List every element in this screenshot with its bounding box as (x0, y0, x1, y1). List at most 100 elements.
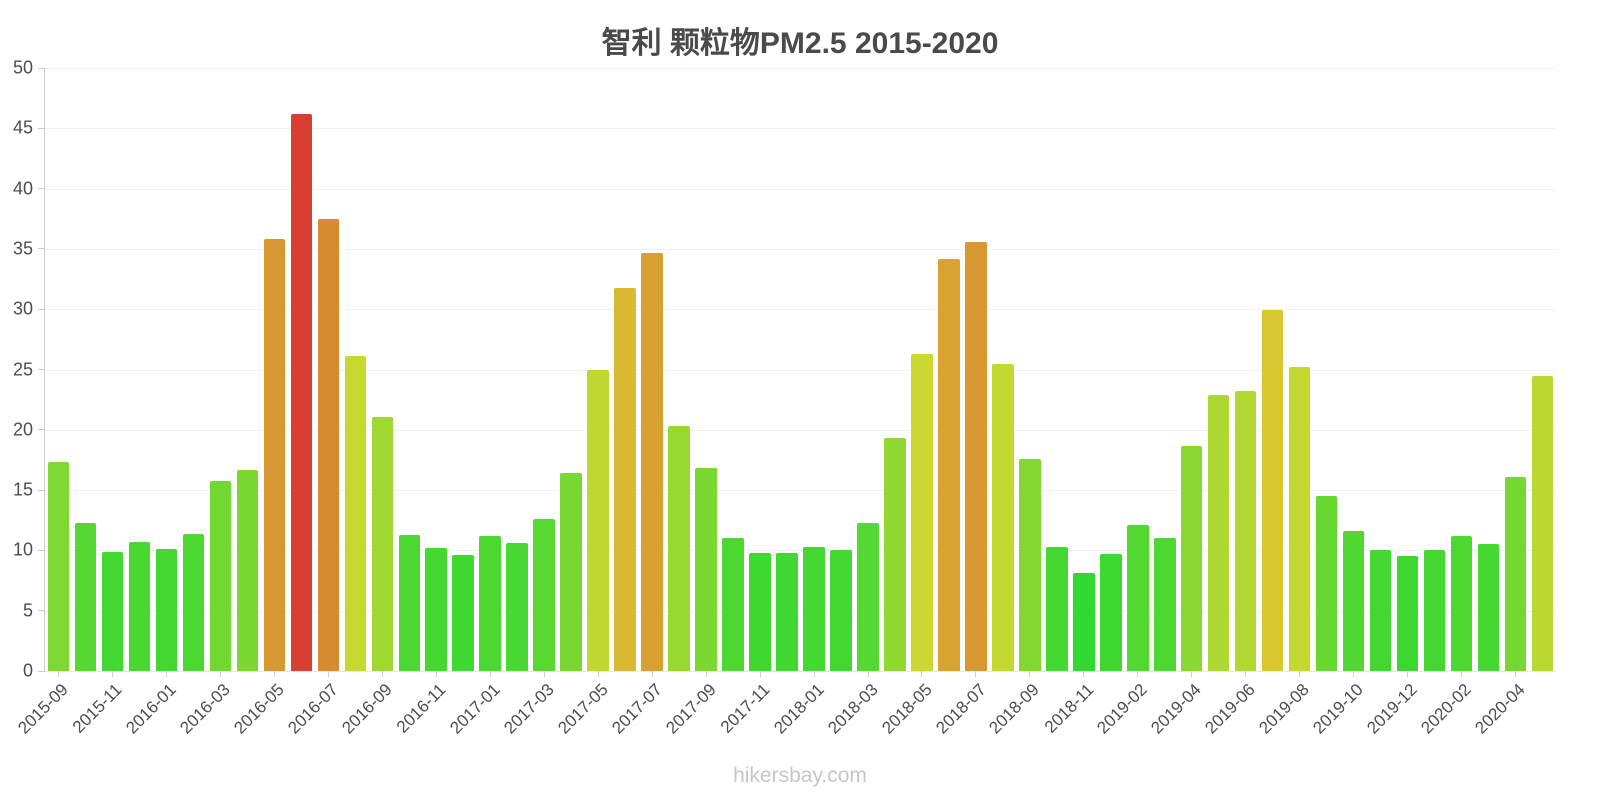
x-axis-label-text: 2016-11 (392, 680, 450, 737)
y-axis-label: 35 (12, 238, 33, 259)
bar-2019-08 (1288, 367, 1311, 671)
y-axis-label: 30 (12, 298, 33, 319)
x-axis-label-text: 2017-11 (716, 680, 774, 737)
gridline (45, 490, 1556, 492)
bar-2018-12 (1100, 554, 1122, 671)
x-axis-tick (921, 671, 923, 677)
bar-2016-05 (263, 239, 286, 671)
x-axis-tick (705, 671, 707, 677)
bar-2016-09 (371, 416, 394, 671)
gridline (45, 248, 1556, 250)
x-axis-label-text: 2018-07 (931, 680, 990, 738)
bar-2017-07 (641, 252, 663, 671)
x-axis-label-text: 2017-03 (500, 680, 558, 738)
bar-2017-11 (749, 552, 771, 671)
bar-2016-06 (290, 113, 313, 671)
bar-2020-03 (1477, 544, 1500, 671)
x-axis-label-text: 2019-08 (1255, 680, 1314, 738)
bar-2016-10 (398, 534, 421, 671)
x-axis-tick (58, 671, 59, 677)
bar-2015-11 (101, 551, 124, 671)
x-axis-tick (813, 671, 815, 677)
x-axis-tick (1407, 671, 1409, 677)
y-axis-tick (38, 670, 45, 672)
x-axis-label-text: 2018-01 (769, 680, 828, 738)
x-axis-label-text: 2019-10 (1309, 680, 1368, 738)
x-axis-tick (489, 671, 491, 677)
bar-2015-10 (74, 522, 97, 671)
x-axis-tick (1299, 671, 1301, 677)
bar-2018-05 (911, 353, 933, 671)
x-axis-label-text: 2019-12 (1363, 680, 1422, 738)
bar-2018-02 (830, 550, 852, 671)
x-axis-tick (273, 671, 275, 677)
bar-2018-07 (965, 241, 987, 671)
bar-2016-12 (452, 555, 474, 671)
x-axis-tick (112, 671, 113, 677)
x-axis-label-text: 2016-09 (338, 680, 396, 738)
x-axis-tick (1029, 671, 1031, 677)
x-axis-tick (975, 671, 977, 677)
gridline (45, 550, 1556, 552)
x-axis-tick (543, 671, 545, 677)
bar-2017-03 (533, 519, 555, 671)
bar-2015-12 (128, 542, 151, 671)
bar-2017-12 (776, 552, 798, 671)
bar-2016-07 (317, 218, 340, 671)
x-axis-label-text: 2018-03 (823, 680, 882, 738)
x-axis-tick (435, 671, 437, 677)
y-axis-tick (38, 369, 45, 370)
y-axis-label: 0 (22, 660, 33, 681)
bar-2018-08 (992, 363, 1014, 671)
x-axis-label-text: 2016-01 (122, 680, 180, 738)
x-axis-label-text: 2017-05 (553, 680, 612, 738)
y-axis-tick (38, 188, 45, 190)
bar-2017-04 (560, 473, 582, 671)
bar-2017-01 (479, 535, 501, 671)
bar-2016-04 (236, 469, 259, 671)
x-axis-label-text: 2018-11 (1040, 680, 1098, 737)
bar-2018-01 (803, 546, 825, 671)
bar-2018-04 (884, 438, 906, 671)
y-axis-label: 50 (12, 57, 33, 78)
bar-2018-09 (1019, 458, 1041, 671)
bar-2019-02 (1127, 525, 1149, 671)
x-axis-tick (651, 671, 653, 677)
y-axis-tick (38, 610, 45, 612)
x-axis-label-text: 2019-04 (1147, 680, 1206, 738)
chart-title: 智利 颗粒物PM2.5 2015-2020 (601, 27, 999, 60)
x-axis-label-text: 2016-07 (284, 680, 342, 738)
plot-area: 0 5 10 15 20 25 30 35 40 45 50 2015-09 2015-11 2016-0… (13, 58, 1556, 738)
x-axis-tick (381, 671, 383, 677)
bar-2019-05 (1207, 394, 1230, 671)
bar-2020-01 (1423, 550, 1446, 671)
bar-2020-05 (1531, 375, 1554, 671)
x-axis-tick (1137, 671, 1139, 677)
bar-2016-11 (425, 548, 447, 671)
bar-2019-10 (1342, 531, 1365, 671)
x-axis-tick (165, 671, 167, 677)
x-axis-tick (219, 671, 221, 677)
y-axis-tick (38, 127, 45, 129)
y-axis-tick (38, 549, 45, 551)
bar-2017-05 (587, 369, 609, 671)
y-axis-tick (38, 489, 45, 491)
bar-2017-09 (695, 468, 717, 671)
y-axis-label: 10 (12, 539, 33, 560)
x-axis-tick (867, 671, 869, 677)
bar-2020-02 (1450, 535, 1473, 671)
bar-2019-07 (1261, 310, 1284, 671)
x-axis-label-text: 2017-09 (661, 680, 720, 738)
y-axis-tick (38, 248, 45, 250)
bar-2017-02 (506, 543, 528, 671)
bar-2017-10 (722, 538, 744, 671)
gridline (45, 429, 1556, 431)
x-axis-label-text: 2019-02 (1093, 680, 1152, 738)
y-axis-label: 20 (12, 419, 33, 440)
x-axis-label-text: 2019-06 (1201, 680, 1260, 738)
x-axis-label-text: 2015-11 (69, 680, 126, 737)
x-axis-label-text: 2017-01 (446, 680, 504, 738)
x-axis-label-text: 2016-03 (176, 680, 234, 738)
bar-2015-09 (47, 462, 70, 671)
x-axis-label-text: 2015-09 (14, 680, 72, 738)
